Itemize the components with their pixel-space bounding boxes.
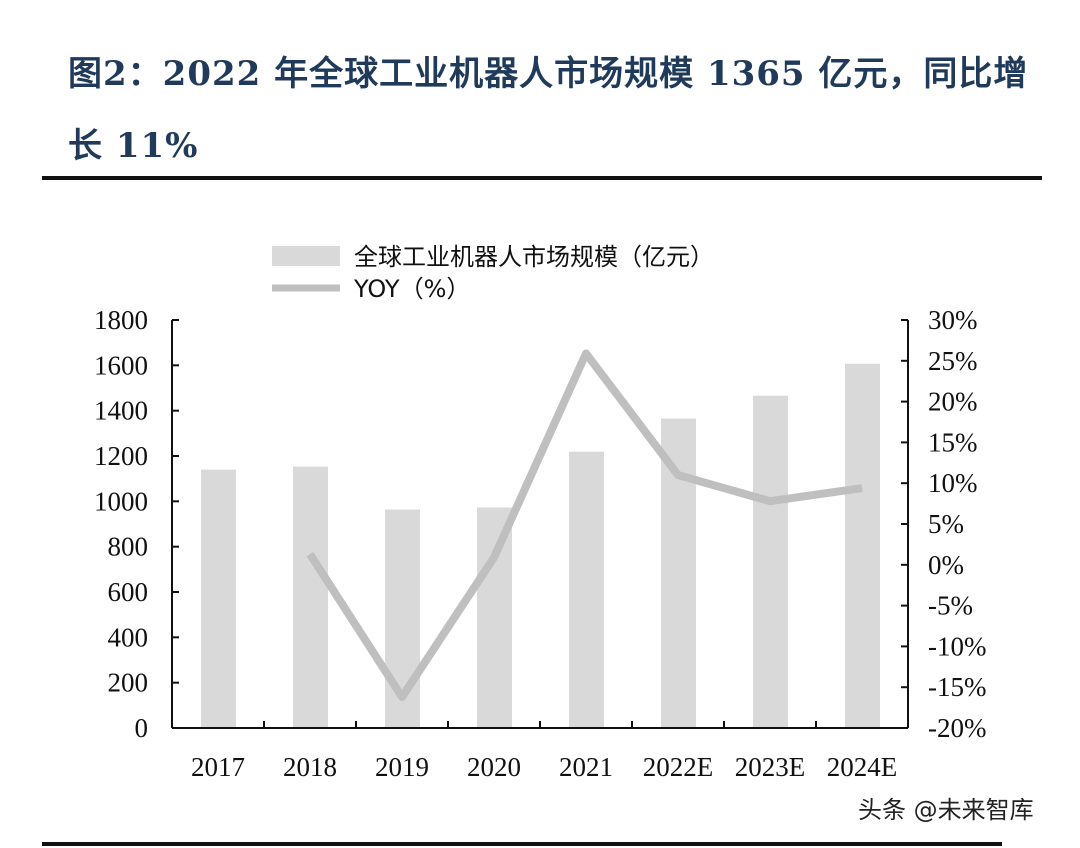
left-tick-label: 1400 [94,396,148,426]
bar-2018 [293,466,328,728]
left-tick-label: 1800 [94,305,148,335]
bar-2023E [753,395,788,728]
right-tick-label: 20% [928,387,978,417]
chart-title: 图2：2022 年全球工业机器人市场规模 1365 亿元，同比增长 11% [68,54,1029,166]
x-tick-label: 2024E [827,752,898,782]
left-tick-label: 600 [108,577,149,607]
bar-2021 [569,451,604,728]
legend-bar-label: 全球工业机器人市场规模（亿元） [354,243,714,271]
right-tick-label: 5% [928,509,964,539]
bar-2024E [845,363,880,728]
left-tick-label: 400 [108,622,149,652]
bar-2020 [477,507,512,728]
left-tick-label: 1200 [94,441,148,471]
bottom-divider [42,842,1002,846]
watermark: 头条 @未来智库 [858,796,1034,824]
x-tick-label: 2023E [735,752,806,782]
left-tick-label: 1000 [94,486,148,516]
right-tick-label: -5% [928,591,973,621]
right-tick-label: -15% [928,672,986,702]
right-tick-label: 15% [928,427,978,457]
right-tick-label: 10% [928,468,978,498]
x-tick-label: 2019 [375,752,429,782]
top-divider [42,176,1042,180]
x-tick-label: 2018 [283,752,337,782]
left-tick-label: 0 [135,713,149,743]
left-tick-label: 1600 [94,350,148,380]
legend-bar-swatch [272,246,340,266]
right-tick-label: 30% [928,305,978,335]
right-tick-label: 25% [928,346,978,376]
bar-2017 [201,469,236,728]
x-tick-label: 2020 [467,752,521,782]
left-tick-label: 800 [108,532,149,562]
x-tick-label: 2022E [643,752,714,782]
right-tick-label: -10% [928,631,986,661]
right-tick-label: 0% [928,550,964,580]
x-tick-label: 2017 [191,752,245,782]
left-tick-label: 200 [108,668,149,698]
right-tick-label: -20% [928,713,986,743]
x-tick-label: 2021 [559,752,613,782]
legend-line-label: YOY（%） [353,275,470,303]
